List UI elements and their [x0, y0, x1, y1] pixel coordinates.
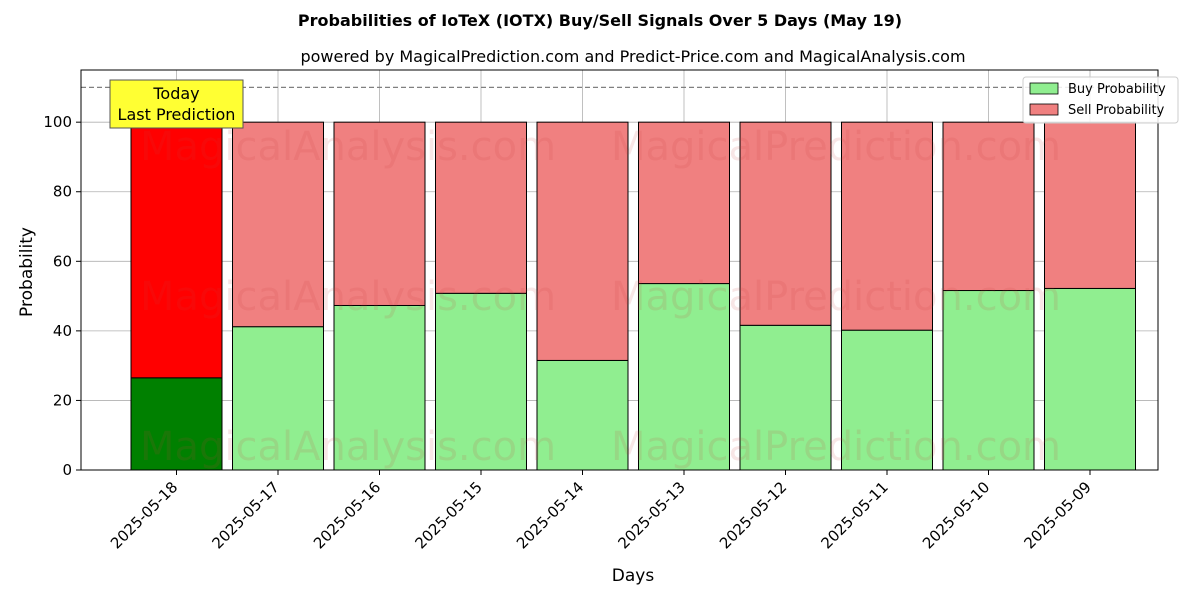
bar-sell	[739, 121, 832, 326]
x-tick-label: 2025-05-11	[817, 478, 891, 552]
bar-buy	[638, 283, 730, 471]
watermark-text: MagicalPrediction.com	[611, 124, 1061, 170]
annotation-line-1: Today	[152, 84, 199, 103]
plot-frame	[80, 69, 1159, 471]
bar-buy	[739, 324, 832, 471]
bar-sell	[130, 121, 223, 379]
bar-sell	[942, 121, 1035, 292]
bar-buy	[435, 292, 527, 471]
x-tick-label: 2025-05-12	[716, 478, 790, 552]
watermark-text: MagicalAnalysis.com	[140, 124, 556, 170]
x-tick-label: 2025-05-10	[919, 478, 993, 552]
x-tick-label: 2025-05-15	[411, 478, 485, 552]
legend-swatch-sell	[1029, 103, 1059, 116]
x-tick-label: 2025-05-17	[208, 478, 282, 552]
bar-sell	[638, 121, 730, 285]
x-tick-label: 2025-05-16	[310, 478, 384, 552]
x-tick-label: 2025-05-14	[513, 478, 587, 552]
x-tick-label: 2025-05-13	[614, 478, 688, 552]
chart-title: Probabilities of IoTeX (IOTX) Buy/Sell S…	[298, 11, 902, 30]
bar-sell	[536, 121, 629, 361]
y-tick-label: 80	[53, 183, 72, 201]
legend-label-buy: Buy Probability	[1068, 82, 1166, 97]
bar-buy	[942, 290, 1035, 471]
today-annotation: Today Last Prediction	[109, 79, 244, 129]
y-tick-label: 60	[53, 252, 72, 270]
x-axis: 2025-05-18 2025-05-17 2025-05-16 2025-05-15…	[107, 470, 1095, 552]
bar-sell	[435, 121, 527, 294]
y-tick-label: 20	[53, 391, 72, 409]
y-axis-label: Probability	[17, 227, 37, 317]
bar-buy	[536, 359, 629, 471]
annotation-line-2: Last Prediction	[118, 105, 236, 124]
bar-buy	[333, 304, 426, 471]
legend-label-sell: Sell Probability	[1068, 103, 1165, 118]
watermark-text: MagicalPrediction.com	[611, 424, 1061, 470]
legend: Buy Probability Sell Probability	[1022, 76, 1179, 124]
legend-swatch-buy	[1029, 82, 1059, 95]
chart-subtitle: powered by MagicalPrediction.com and Pre…	[300, 47, 965, 66]
bar-buy	[1044, 287, 1136, 471]
bar-sell	[841, 121, 933, 331]
x-axis-label: Days	[612, 566, 655, 586]
bars-group	[130, 121, 1136, 471]
bar-sell	[232, 121, 324, 328]
y-tick-label: 0	[62, 461, 72, 479]
bar-sell	[1044, 121, 1136, 289]
x-tick-label: 2025-05-09	[1020, 478, 1094, 552]
watermark-text: MagicalAnalysis.com	[140, 424, 556, 470]
watermark-text: MagicalAnalysis.com	[140, 274, 556, 320]
bar-buy	[232, 326, 324, 471]
watermark-text: MagicalPrediction.com	[611, 274, 1061, 320]
watermarks-group: MagicalAnalysis.com MagicalPrediction.com…	[140, 124, 1061, 470]
y-tick-label: 100	[43, 113, 72, 131]
y-axis: 0 20 40 60 80 100	[43, 113, 81, 479]
x-tick-label: 2025-05-18	[107, 478, 181, 552]
bar-sell	[333, 121, 426, 306]
annotation-box	[109, 79, 244, 129]
y-tick-label: 40	[53, 322, 72, 340]
legend-box	[1022, 76, 1179, 124]
